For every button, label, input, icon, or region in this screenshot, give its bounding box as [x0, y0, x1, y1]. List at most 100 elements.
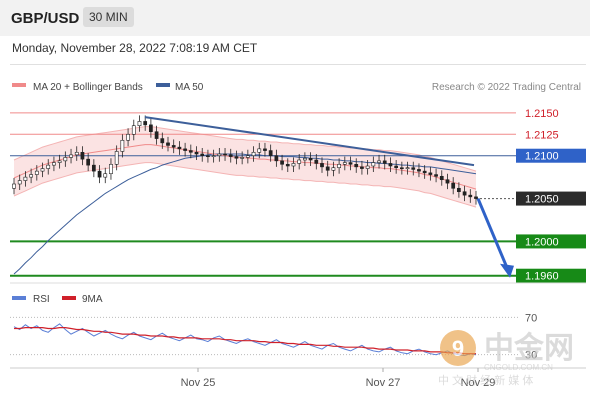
downtrend-line — [144, 116, 475, 167]
candle — [245, 155, 250, 158]
candle — [40, 168, 45, 172]
bollinger-bands — [13, 126, 477, 208]
watermark-circle — [440, 330, 476, 366]
candle — [439, 175, 444, 181]
candle — [445, 179, 450, 184]
level-label-box-4 — [516, 234, 586, 249]
candle — [143, 121, 148, 126]
candle — [57, 160, 62, 163]
ma20-legend-label: MA 20 + Bollinger Bands — [33, 82, 143, 93]
candle — [348, 162, 353, 165]
candle — [34, 170, 39, 175]
candle — [417, 169, 421, 172]
candle — [422, 170, 427, 174]
trendline-group — [144, 116, 514, 278]
x-tick-label-1: Nov 27 — [366, 377, 401, 389]
candle — [354, 163, 359, 168]
candle — [474, 196, 478, 199]
candle — [194, 151, 199, 155]
candle — [234, 156, 239, 159]
watermark-site: CNGOLD.COM.CN — [484, 363, 553, 372]
candle — [297, 159, 302, 164]
candle — [428, 172, 433, 175]
rsi-pane: 70 30 — [10, 312, 537, 362]
candle — [411, 167, 416, 170]
candlesticks — [12, 115, 478, 205]
candle — [377, 160, 381, 163]
candle — [360, 166, 364, 169]
rsi-legend-label: RSI — [33, 294, 50, 305]
candle — [154, 131, 159, 139]
candle — [303, 157, 307, 161]
bollinger-lower — [13, 162, 477, 208]
header-bar: GBP/USD 30 MIN — [0, 0, 590, 36]
candle — [69, 154, 73, 158]
candle — [166, 142, 170, 146]
candle — [451, 182, 456, 189]
candle — [17, 180, 22, 185]
level-label-4: 1.2000 — [525, 236, 559, 248]
candle — [160, 138, 165, 144]
ma20-legend-swatch — [12, 83, 26, 87]
candle — [291, 163, 296, 167]
candle — [325, 166, 330, 171]
candle — [52, 162, 56, 166]
level-label-0: 1.2150 — [525, 108, 559, 120]
candle — [46, 164, 51, 169]
candle — [280, 160, 284, 165]
candle — [171, 145, 176, 148]
candle — [434, 174, 438, 177]
rsi-tick-0: 70 — [525, 312, 537, 324]
candle — [103, 173, 108, 178]
candle — [382, 160, 387, 164]
candle — [337, 163, 341, 169]
source-label: Research © 2022 Trading Central — [432, 82, 581, 93]
ma9-legend-swatch — [62, 296, 76, 300]
price-levels — [10, 112, 516, 277]
ma50-legend-label: MA 50 — [175, 82, 204, 93]
candle — [188, 150, 193, 153]
candle — [200, 153, 205, 157]
candle — [263, 148, 267, 151]
candle — [149, 124, 153, 133]
candle — [183, 148, 187, 151]
candle — [468, 194, 473, 198]
ma9-legend-label: 9MA — [82, 294, 103, 305]
projection-arrow-shaft — [476, 197, 509, 269]
candle — [29, 174, 33, 178]
x-axis-ticks: Nov 25 Nov 27 Nov 29 — [181, 368, 495, 389]
timeframe-button[interactable]: 30 MIN — [83, 7, 134, 27]
watermark-glyph: 9 — [452, 336, 464, 361]
level-labels: 1.2150 1.2125 1.2100 1.2050 1.2000 1.1960 — [516, 108, 586, 283]
moving-averages — [13, 144, 477, 275]
candle — [126, 133, 130, 141]
x-tick-label-0: Nov 25 — [181, 377, 216, 389]
candle — [206, 155, 210, 158]
candle — [251, 151, 256, 157]
candle — [365, 165, 370, 169]
candle — [405, 167, 410, 170]
candle — [268, 150, 273, 157]
candle — [394, 165, 399, 169]
candle — [177, 146, 182, 150]
candle — [217, 153, 222, 157]
candle — [399, 167, 404, 170]
candle — [320, 163, 324, 168]
timestamp: Monday, November 28, 2022 7:08:19 AM CET — [12, 41, 258, 55]
candle — [308, 157, 313, 161]
candle — [120, 139, 125, 152]
candle — [114, 151, 119, 165]
candle — [457, 187, 461, 193]
divider-top — [10, 64, 586, 65]
candle — [240, 157, 245, 159]
candle — [228, 154, 233, 157]
rsi-ma-line — [14, 327, 476, 355]
candle — [137, 121, 142, 127]
candle — [12, 183, 16, 189]
level-label-3: 1.2050 — [525, 194, 559, 206]
level-label-1: 1.2125 — [525, 129, 559, 141]
watermark-brand: 中金网 — [484, 331, 574, 365]
candle — [97, 170, 102, 178]
